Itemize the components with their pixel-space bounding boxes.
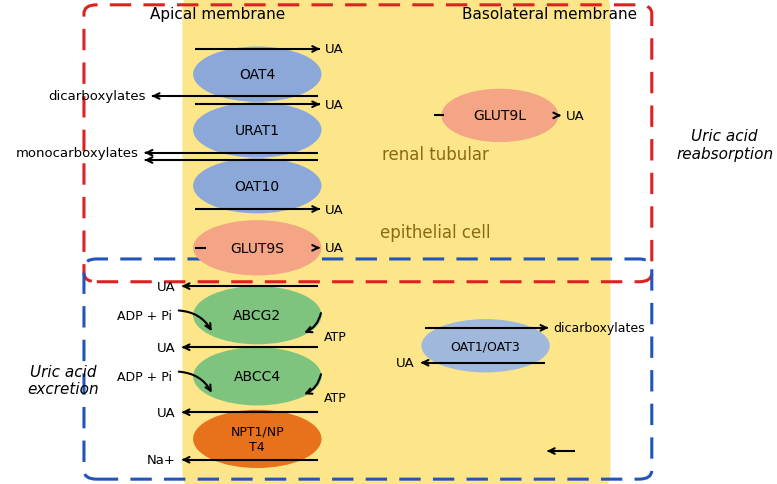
Text: renal tubular

epithelial cell: renal tubular epithelial cell	[381, 146, 491, 242]
Text: Uric acid
excretion: Uric acid excretion	[27, 364, 99, 396]
Text: ABCC4: ABCC4	[234, 370, 280, 383]
FancyBboxPatch shape	[183, 0, 611, 484]
Text: ABCG2: ABCG2	[233, 309, 281, 322]
Text: ADP + Pi: ADP + Pi	[117, 309, 172, 322]
Text: GLUT9S: GLUT9S	[230, 242, 284, 255]
Ellipse shape	[193, 287, 322, 345]
Text: UA: UA	[157, 406, 176, 419]
Text: GLUT9L: GLUT9L	[473, 109, 526, 123]
Text: dicarboxylates: dicarboxylates	[48, 91, 146, 103]
Text: UA: UA	[396, 357, 415, 369]
Text: UA: UA	[566, 110, 585, 122]
Text: dicarboxylates: dicarboxylates	[553, 322, 645, 334]
Text: UA: UA	[325, 44, 343, 56]
Text: ADP + Pi: ADP + Pi	[117, 370, 172, 383]
Text: OAT1/OAT3: OAT1/OAT3	[451, 340, 521, 352]
Ellipse shape	[193, 47, 322, 103]
Ellipse shape	[441, 90, 559, 143]
Ellipse shape	[421, 319, 550, 373]
Text: Uric acid
reabsorption: Uric acid reabsorption	[676, 129, 773, 161]
Text: Na+: Na+	[147, 454, 176, 466]
Ellipse shape	[193, 410, 322, 468]
Text: ATP: ATP	[324, 392, 347, 404]
Text: NPT1/NP
T4: NPT1/NP T4	[231, 425, 284, 453]
Text: URAT1: URAT1	[235, 124, 280, 137]
Text: UA: UA	[325, 203, 343, 216]
Ellipse shape	[193, 159, 322, 214]
Ellipse shape	[193, 348, 322, 406]
Text: Basolateral membrane: Basolateral membrane	[462, 7, 637, 22]
Text: UA: UA	[325, 242, 343, 255]
Text: UA: UA	[157, 280, 176, 293]
Ellipse shape	[193, 103, 322, 158]
Text: OAT4: OAT4	[239, 68, 275, 82]
Ellipse shape	[193, 221, 322, 276]
Text: monocarboxylates: monocarboxylates	[16, 147, 139, 160]
Text: ATP: ATP	[324, 330, 347, 343]
Text: Apical membrane: Apical membrane	[151, 7, 286, 22]
Text: OAT10: OAT10	[235, 180, 280, 193]
Text: UA: UA	[325, 99, 343, 111]
Text: UA: UA	[157, 341, 176, 354]
